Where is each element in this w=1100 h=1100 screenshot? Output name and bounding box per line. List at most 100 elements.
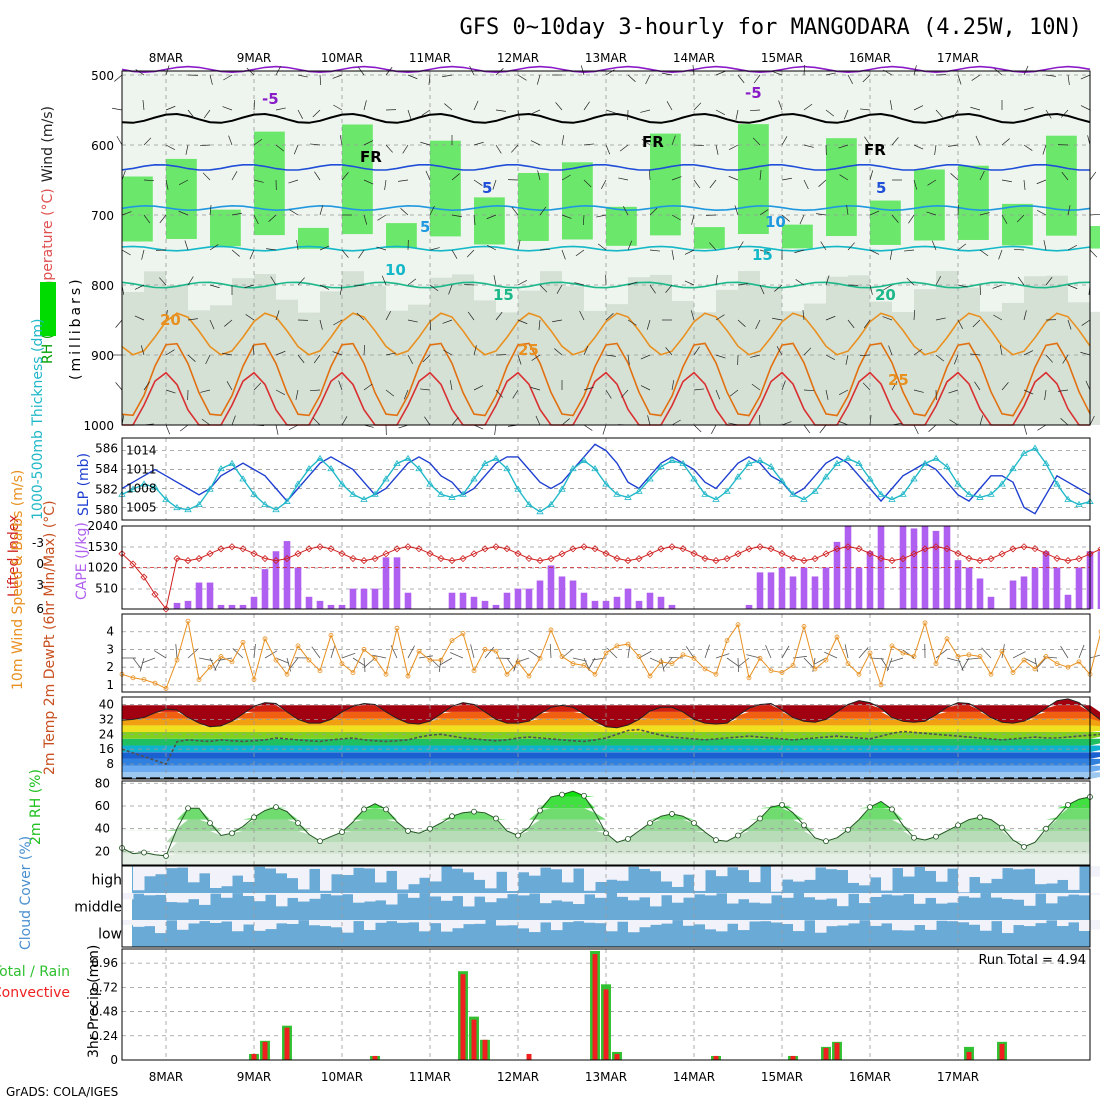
wind-barb (143, 179, 155, 182)
wind-barb (187, 276, 194, 286)
wind-barb (552, 319, 563, 323)
wind-barb (693, 346, 700, 356)
wind-barb (363, 100, 367, 111)
rh-shade (452, 274, 474, 425)
wind-barb (561, 249, 566, 260)
thickness-marker (316, 454, 324, 461)
wind-barb (715, 354, 726, 359)
wind-barb (530, 109, 541, 115)
wind-barb (825, 315, 836, 321)
wind-barb (891, 214, 899, 223)
cloud-clear-cell (320, 893, 332, 894)
wind-barb (538, 319, 541, 330)
wind-barb (1016, 214, 1025, 223)
wind-barb (979, 249, 989, 257)
wind-barb (1078, 644, 1085, 659)
cloud-clear-cell (276, 866, 288, 874)
thickness-marker (910, 475, 918, 482)
wind-barb (957, 319, 964, 329)
wind-barb (228, 135, 233, 146)
cloud-clear-cell (463, 893, 475, 907)
wind-barb (429, 319, 432, 331)
cloud-clear-cell (727, 893, 739, 904)
wind-barb (451, 417, 459, 426)
rh-shade (716, 289, 738, 425)
lifted-index-marker (140, 573, 148, 581)
y-axis-label: 2m RH (%) (28, 769, 44, 845)
cloud-clear-cell (496, 920, 508, 926)
rh-shade (232, 278, 254, 425)
wind-speed-marker (889, 643, 895, 649)
rh-shade (474, 300, 496, 425)
wind-barb (737, 319, 746, 327)
cloud-clear-cell (936, 920, 948, 921)
wind-speed-marker (900, 650, 906, 656)
rh-marker (449, 813, 455, 820)
wind-barb (957, 284, 968, 288)
slp-axis-label: SLP (mb) (76, 453, 92, 516)
lifted-index-marker (1075, 555, 1083, 563)
cloud-clear-cell (1046, 866, 1058, 884)
cloud-clear-cell (518, 893, 530, 896)
thickness-marker (855, 459, 863, 467)
rh-shade-green (562, 162, 593, 240)
wind-barb (803, 64, 806, 76)
wind-barb (843, 109, 849, 120)
wind-barb (957, 74, 962, 85)
wind-barb (358, 249, 365, 259)
cape-bar (360, 588, 368, 609)
wind-speed-marker (944, 636, 950, 642)
rh-shade (672, 300, 694, 425)
wind-speed-marker (273, 657, 279, 663)
cape-bar (602, 600, 610, 609)
cloud-clear-cell (892, 893, 904, 896)
wind-barb (231, 249, 240, 257)
wind-barb (495, 311, 503, 321)
panel-frame (121, 865, 1091, 948)
wind-barb (341, 416, 348, 426)
wind-barb (222, 106, 233, 111)
thickness-marker (668, 456, 676, 463)
rh-shade-green (518, 172, 549, 241)
date-label-bottom: 10MAR (321, 1070, 363, 1084)
cloud-clear-cell (1057, 893, 1069, 897)
cloud-clear-cell (1090, 920, 1100, 930)
wind-barb (429, 284, 439, 292)
precip-convective-bar (482, 1039, 488, 1060)
rh-marker (977, 814, 983, 821)
wind-barb (341, 652, 356, 659)
y-axis-sublabel: (millibars) (68, 276, 84, 380)
cloud-clear-cell (562, 866, 574, 883)
wind-barb (288, 179, 299, 184)
cloud-clear-cell (353, 866, 365, 868)
wind-barb (729, 144, 739, 151)
lifted-index-marker (1053, 554, 1061, 562)
rh-marker (559, 791, 565, 798)
cloud-clear-cell (342, 866, 354, 876)
lifted-index-marker (855, 545, 863, 553)
contour-label: FR (864, 141, 886, 159)
thickness-marker (283, 497, 291, 504)
wind-barb (1067, 284, 1078, 290)
thickness-marker (591, 464, 599, 472)
wind-barb (165, 389, 176, 394)
y-tick-label: 40 (95, 822, 110, 836)
cloud-clear-cell (870, 893, 882, 897)
thickness-marker (371, 490, 379, 497)
lifted-index-marker (173, 554, 181, 563)
temperature-contour (121, 204, 1091, 212)
cloud-clear-cell (265, 866, 277, 869)
panel-frame (121, 70, 1091, 426)
wind-barb (597, 243, 607, 251)
wind-speed-marker (284, 671, 290, 677)
cloud-clear-cell (782, 866, 794, 880)
cape-bar (866, 551, 874, 609)
thickness-marker (294, 480, 302, 487)
rh-marker (537, 807, 543, 814)
cloud-clear-cell (815, 920, 827, 933)
temperature-contour (121, 342, 1091, 417)
cape-bar (206, 582, 214, 609)
cape-bar (822, 567, 830, 609)
wind-speed-marker (328, 632, 334, 638)
wind-speed-marker (845, 661, 851, 667)
